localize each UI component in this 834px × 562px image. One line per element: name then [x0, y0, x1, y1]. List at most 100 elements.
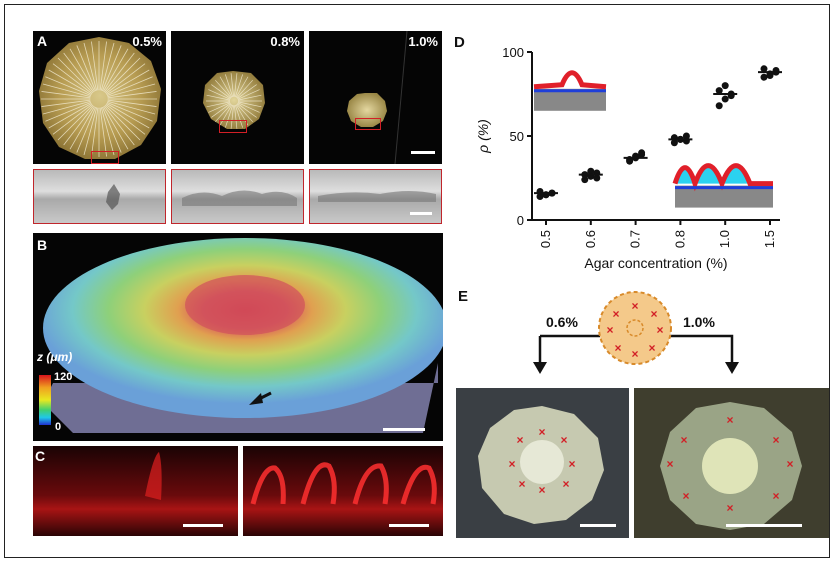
scale-bar-e-left [580, 524, 616, 527]
arrow-icon [249, 393, 263, 405]
surface-3d-panel: B z (μm) 120 0 [33, 233, 443, 441]
profile-substrate-low [534, 88, 606, 111]
svg-text:×: × [631, 347, 638, 361]
scatter-chart: 0 50 100 ρ (%) Agar concentration (%) 0.5 0.6 0… [475, 45, 782, 271]
red-box-0-5 [91, 151, 119, 164]
colony-0-5-graphic [39, 37, 161, 159]
x-tick-label-1: 0.6 [583, 230, 598, 248]
y-tick-label-1: 50 [510, 129, 524, 144]
panel-label-b: B [37, 237, 48, 253]
svg-text:×: × [562, 477, 569, 491]
colorbar-min: 0 [55, 421, 62, 433]
panel-label-a: A [37, 33, 48, 49]
x-tick-label-2: 0.7 [628, 230, 643, 248]
data-point-1-0 [581, 176, 589, 184]
cross-section-0-5 [33, 169, 166, 224]
data-point-4-1 [721, 95, 729, 103]
scale-bar-c-right [389, 524, 429, 527]
data-point-5-0 [760, 73, 768, 81]
data-point-1-5 [593, 174, 601, 182]
svg-text:×: × [560, 433, 567, 447]
figure-frame [4, 4, 830, 558]
plate-photo-0-6: × × × × × × × × [456, 388, 629, 538]
data-point-5-4 [766, 72, 774, 80]
svg-text:×: × [772, 433, 779, 447]
red-box-1-0 [355, 118, 381, 130]
scale-bar-e-right [726, 524, 802, 527]
left-conc-label: 0.6% [546, 314, 578, 330]
svg-text:×: × [631, 299, 638, 313]
panel-label-c: C [35, 448, 46, 464]
colorbar [39, 375, 51, 425]
x-tick-label-5: 1.5 [762, 230, 777, 248]
colony-1-0-graphic [347, 31, 408, 164]
scale-bar-c-left [183, 524, 223, 527]
red-box-0-8 [219, 120, 247, 133]
svg-text:×: × [682, 489, 689, 503]
y-axis-title: ρ (%) [475, 119, 491, 154]
data-point-1-4 [587, 167, 595, 175]
svg-text:×: × [786, 457, 793, 471]
svg-text:×: × [508, 457, 515, 471]
right-conc-label: 1.0% [683, 314, 715, 330]
scale-bar-a-strip [410, 212, 432, 215]
svg-text:×: × [538, 425, 545, 439]
surface-3d-graphic [39, 238, 443, 433]
data-point-4-3 [715, 87, 723, 95]
plate-photo-1-0: × × × × × × × × [634, 388, 829, 538]
colony-0-8-graphic [203, 71, 265, 129]
conc-label-0-8: 0.8% [270, 34, 300, 49]
panel-label-e: E [458, 288, 469, 305]
fluorescence-right [243, 446, 443, 536]
profile-red-high [672, 163, 773, 192]
data-point-4-0 [715, 102, 723, 110]
colony-photo-0-5: A 0.5% [33, 31, 166, 164]
svg-text:×: × [648, 341, 655, 355]
colorbar-title: z (μm) [37, 350, 73, 364]
scale-bar-b [383, 428, 425, 431]
data-point-3-5 [682, 132, 690, 140]
svg-text:×: × [568, 457, 575, 471]
svg-text:×: × [538, 483, 545, 497]
profile-red-low [533, 70, 607, 90]
svg-text:×: × [656, 323, 663, 337]
colony-photo-0-8: 0.8% [171, 31, 304, 164]
data-point-5-3 [760, 65, 768, 73]
x-tick-label-3: 0.8 [672, 230, 687, 248]
svg-text:×: × [516, 433, 523, 447]
colony-photo-1-0: 1.0% [309, 31, 442, 164]
plate-schematic-circle [598, 291, 672, 365]
y-tick-label-2: 100 [502, 45, 524, 60]
data-point-4-4 [721, 82, 729, 90]
arrow-down-right-icon [725, 362, 739, 374]
panel-label-d: D [454, 34, 465, 51]
x-tick-label-4: 1.0 [717, 230, 732, 248]
conc-label-1-0: 1.0% [408, 34, 438, 49]
cross-marks: ×× × × ×× × × [606, 299, 663, 361]
svg-text:×: × [606, 323, 613, 337]
svg-text:×: × [666, 457, 673, 471]
fluorescence-left: C [33, 446, 238, 536]
svg-text:×: × [612, 307, 619, 321]
svg-text:×: × [726, 501, 733, 515]
data-point-2-5 [638, 149, 646, 157]
svg-text:×: × [680, 433, 687, 447]
data-point-3-0 [670, 139, 678, 147]
inoculation-schematic: ×× × × ×× × × [533, 291, 739, 374]
svg-text:×: × [772, 489, 779, 503]
cross-section-1-0 [309, 169, 442, 224]
svg-text:×: × [650, 307, 657, 321]
svg-text:×: × [726, 413, 733, 427]
conc-label-0-5: 0.5% [132, 34, 162, 49]
y-tick-label-0: 0 [517, 213, 524, 228]
arrow-down-left-icon [533, 362, 547, 374]
center-inoculation [626, 319, 644, 337]
profile-substrate-high [675, 185, 773, 208]
colorbar-max: 120 [54, 371, 73, 383]
scale-bar-a [411, 151, 435, 154]
cross-section-0-8 [171, 169, 304, 224]
data-point-0-0 [536, 192, 544, 200]
svg-text:×: × [614, 341, 621, 355]
svg-text:×: × [518, 477, 525, 491]
x-axis-title: Agar concentration (%) [584, 255, 727, 271]
